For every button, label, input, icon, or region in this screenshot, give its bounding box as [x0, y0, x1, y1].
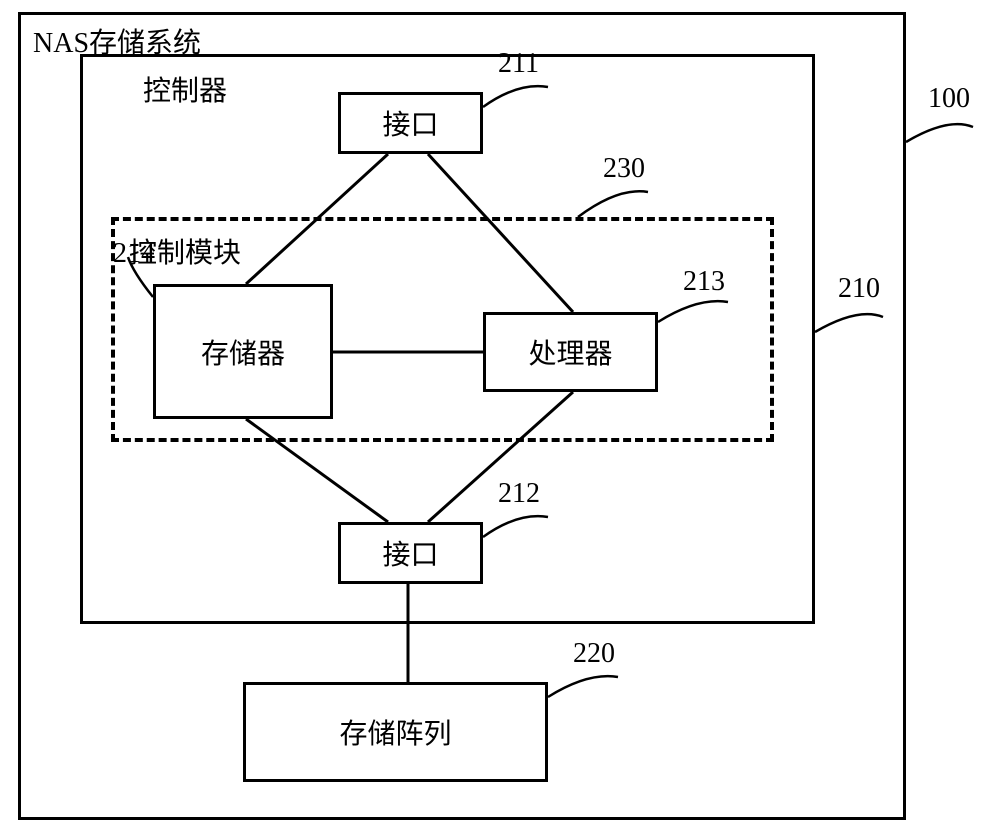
label-control-module: 控制模块: [129, 231, 241, 271]
block-memory: 存储器: [153, 284, 333, 419]
label-controller: 控制器: [143, 69, 227, 109]
svg-text:100: 100: [928, 83, 970, 114]
block-storage-array: 存储阵列: [243, 682, 548, 782]
diagram-root: NAS存储系统 控制器 接口 控制模块 存储器 处理器 接口 存储阵列 2112…: [18, 12, 978, 822]
label-memory: 存储器: [201, 332, 285, 372]
block-interface-bottom: 接口: [338, 522, 483, 584]
block-processor: 处理器: [483, 312, 658, 392]
label-interface-top: 接口: [382, 103, 438, 143]
label-interface-bottom: 接口: [382, 533, 438, 573]
label-storage-array: 存储阵列: [339, 712, 451, 752]
label-processor: 处理器: [528, 332, 612, 372]
block-interface-top: 接口: [338, 92, 483, 154]
